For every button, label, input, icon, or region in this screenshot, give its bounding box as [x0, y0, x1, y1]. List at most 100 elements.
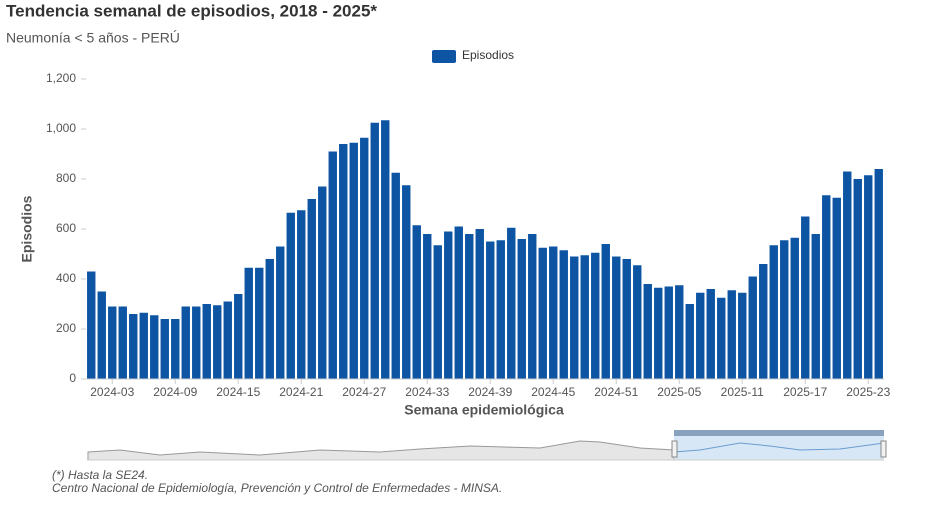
bar	[727, 290, 736, 379]
bar	[696, 292, 705, 379]
bar	[97, 291, 106, 379]
bar	[307, 199, 316, 379]
bar	[391, 172, 400, 379]
bar	[549, 246, 558, 379]
x-tick-label: 2024-15	[216, 385, 260, 399]
x-tick-label: 2024-03	[90, 385, 134, 399]
bar	[664, 286, 673, 379]
bar	[181, 306, 190, 379]
bar	[213, 305, 222, 379]
navigator-scrollbar[interactable]	[674, 430, 884, 436]
chart-subtitle: Neumonía < 5 años - PERÚ	[6, 30, 180, 46]
bar	[874, 169, 883, 379]
y-tick-label: 400	[56, 271, 76, 285]
y-tick-label: 1,200	[46, 71, 76, 85]
x-tick-label: 2025-11	[721, 385, 764, 399]
navigator-handle[interactable]	[671, 440, 678, 458]
legend-label: Episodios	[462, 48, 514, 62]
bar	[717, 297, 726, 379]
y-tick-label: 1,000	[46, 121, 76, 135]
bar	[822, 195, 831, 379]
bar	[360, 137, 369, 379]
navigator-handle[interactable]	[880, 440, 887, 458]
bar	[580, 255, 589, 379]
bar	[570, 256, 579, 379]
y-axis-title: Episodios	[19, 195, 35, 262]
navigator[interactable]	[87, 430, 887, 461]
bar	[202, 304, 211, 379]
bar	[843, 171, 852, 379]
x-tick-label: 2024-27	[342, 385, 386, 399]
bar	[276, 246, 285, 379]
bar	[811, 234, 820, 379]
footnote: Centro Nacional de Epidemiología, Preven…	[52, 481, 502, 495]
footnote: (*) Hasta la SE24.	[52, 468, 148, 482]
bar	[738, 292, 747, 379]
bar	[370, 122, 379, 379]
bar	[108, 306, 117, 379]
x-tick-label: 2025-17	[783, 385, 827, 399]
y-tick-label: 600	[56, 221, 76, 235]
bar	[423, 234, 432, 379]
bar	[318, 186, 327, 379]
bar	[633, 265, 642, 379]
bar	[622, 259, 631, 379]
bar	[255, 267, 264, 379]
navigator-series	[87, 440, 675, 461]
bar	[444, 231, 453, 379]
bar	[402, 185, 411, 379]
bar	[675, 285, 684, 379]
bar	[517, 239, 526, 379]
bar	[654, 287, 663, 379]
bar	[528, 234, 537, 379]
bar	[643, 284, 652, 379]
bar	[349, 142, 358, 379]
bar	[234, 294, 243, 379]
bar	[139, 312, 148, 379]
bar	[559, 250, 568, 379]
bar	[801, 216, 810, 379]
bar	[118, 306, 127, 379]
bar	[790, 237, 799, 379]
bar	[496, 240, 505, 379]
bar	[286, 212, 295, 379]
bar	[87, 271, 96, 379]
bar	[748, 276, 757, 379]
bar	[433, 245, 442, 379]
bar	[759, 264, 768, 379]
bar	[465, 234, 474, 379]
bar	[832, 197, 841, 379]
navigator-mask	[674, 436, 884, 460]
bar	[591, 252, 600, 379]
bar	[769, 245, 778, 379]
y-tick-label: 0	[69, 371, 76, 385]
bar	[601, 244, 610, 379]
bar	[780, 240, 789, 379]
bar	[381, 120, 390, 379]
x-axis-title: Semana epidemiológica	[404, 402, 564, 418]
x-tick-label: 2024-39	[468, 385, 512, 399]
bar	[244, 267, 253, 379]
bar	[412, 225, 421, 379]
bar	[486, 241, 495, 379]
bar	[612, 256, 621, 379]
x-tick-label: 2024-51	[594, 385, 638, 399]
x-tick-label: 2024-09	[153, 385, 197, 399]
bar	[160, 319, 169, 379]
bar	[853, 179, 862, 379]
bar	[685, 304, 694, 379]
bar	[328, 151, 337, 379]
x-tick-label: 2024-45	[531, 385, 575, 399]
bar	[475, 229, 484, 379]
navigator-selected-series	[673, 442, 885, 453]
x-tick-label: 2024-21	[279, 385, 323, 399]
x-tick-label: 2025-23	[846, 385, 890, 399]
chart-title: Tendencia semanal de episodios, 2018 - 2…	[6, 1, 377, 20]
legend-swatch	[432, 50, 456, 63]
bar	[223, 301, 232, 379]
x-tick-label: 2024-33	[405, 385, 449, 399]
bar	[171, 319, 180, 379]
bar	[538, 247, 547, 379]
bar	[864, 175, 873, 379]
